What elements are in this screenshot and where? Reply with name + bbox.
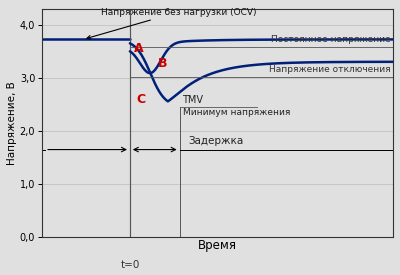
Text: Напряжение без нагрузки (OCV): Напряжение без нагрузки (OCV): [87, 7, 256, 39]
Text: Задержка: Задержка: [188, 136, 244, 146]
Text: Минимум напряжения: Минимум напряжения: [182, 108, 290, 117]
Text: Напряжение отключения: Напряжение отключения: [268, 65, 390, 74]
Text: t=0: t=0: [120, 260, 140, 270]
Text: TMV: TMV: [182, 95, 204, 105]
X-axis label: Время: Время: [198, 239, 237, 252]
Y-axis label: Напряжение, В: Напряжение, В: [7, 81, 17, 165]
Text: C: C: [136, 93, 146, 106]
Text: Постоянное напряжение: Постоянное напряжение: [270, 35, 390, 44]
Text: A: A: [134, 42, 144, 54]
Text: B: B: [158, 57, 168, 70]
